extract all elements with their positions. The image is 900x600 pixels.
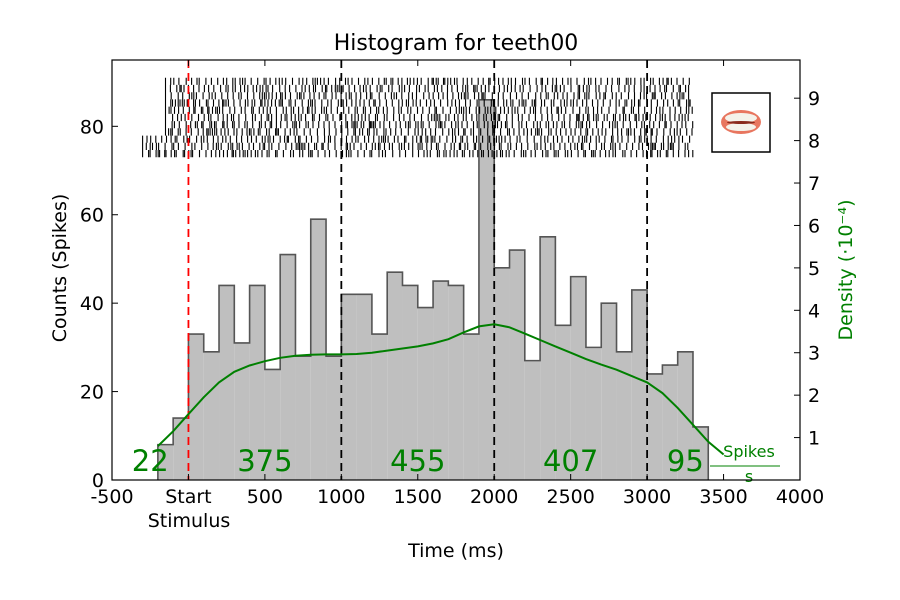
- histogram-bar: [310, 219, 327, 480]
- segment-count-labels: 22 375 455 407 95: [132, 444, 704, 478]
- y-right-axis-title: Density (·10⁻⁴): [835, 200, 857, 341]
- y-axis-ticks: 0 20 40 60 80: [80, 116, 118, 492]
- y-right-tick-label: 5: [808, 258, 820, 280]
- histogram-bar: [555, 325, 571, 480]
- histogram-bar: [433, 281, 449, 480]
- x-tick-label: 4000: [776, 486, 824, 508]
- histogram-bar: [203, 351, 220, 480]
- histogram-bar: [264, 369, 281, 480]
- histogram-bar: [647, 373, 663, 480]
- histogram-bar: [157, 444, 174, 480]
- y-right-tick-label: 2: [808, 385, 820, 407]
- y-tick-label: 0: [92, 470, 104, 492]
- histogram-bar: [616, 351, 632, 480]
- y-right-tick-label: 4: [808, 300, 820, 322]
- unit-denominator: s: [745, 467, 753, 486]
- x-tick-label: 500: [247, 486, 283, 508]
- y-tick-label: 20: [80, 382, 104, 404]
- y-right-tick-label: 8: [808, 131, 820, 153]
- y-right-tick-label: 7: [808, 173, 820, 195]
- y-tick-label: 60: [80, 205, 104, 227]
- histogram-bar: [295, 356, 311, 480]
- x-axis-ticks: -500 Start 500 1000 1500 2000 2500 3000 3500 4000: [90, 60, 824, 508]
- histogram-bar: [448, 285, 464, 480]
- unit-numerator: Spikes: [723, 442, 775, 461]
- x-axis-title: Time (ms): [407, 540, 504, 562]
- histogram-bar: [356, 294, 372, 480]
- histogram-bar: [417, 307, 434, 480]
- histogram-bar: [234, 342, 250, 480]
- x-tick-label: 1500: [394, 486, 442, 508]
- histogram-bar: [478, 99, 495, 480]
- plot-frame: [111, 59, 801, 481]
- histogram-bars: [157, 98, 710, 480]
- y-right-tick-label: 9: [808, 88, 820, 110]
- x-sublabel: Stimulus: [148, 510, 231, 532]
- histogram-bar: [341, 294, 357, 480]
- histogram-bar: [662, 365, 678, 480]
- x-tick-label: 3000: [623, 486, 671, 508]
- histogram-bar: [463, 334, 479, 480]
- segment-count-label: 375: [237, 444, 292, 478]
- segment-lines: [187, 60, 649, 480]
- x-tick-label: Start: [165, 486, 211, 508]
- histogram-bar: [585, 347, 602, 480]
- x-tick-label: 3500: [699, 486, 747, 508]
- chart-title: Histogram for teeth00: [334, 31, 579, 56]
- x-tick-label: 2000: [470, 486, 518, 508]
- histogram-bar: [509, 250, 525, 480]
- y-tick-label: 80: [80, 116, 104, 138]
- histogram-bar: [494, 267, 510, 480]
- segment-count-label: 407: [543, 444, 598, 478]
- y-right-tick-label: 3: [808, 343, 820, 365]
- histogram-bar: [280, 254, 296, 480]
- spike-raster: [142, 77, 694, 158]
- histogram-outline: [157, 98, 710, 480]
- histogram-bar: [402, 285, 418, 480]
- raster-spikes: [142, 77, 694, 158]
- y-axis-title: Counts (Spikes): [49, 194, 71, 343]
- histogram-bar: [371, 334, 388, 480]
- teeth-icon: [711, 92, 771, 153]
- unit-label: Spikes s: [710, 442, 780, 486]
- segment-count-label: 22: [132, 444, 169, 478]
- histogram-bar: [692, 426, 709, 480]
- segment-count-label: 455: [390, 444, 445, 478]
- y-right-tick-label: 6: [808, 215, 820, 237]
- histogram-bar: [326, 356, 342, 480]
- x-tick-label: 2500: [546, 486, 594, 508]
- histogram-bar: [219, 285, 235, 480]
- y-tick-label: 40: [80, 293, 104, 315]
- histogram-bar: [540, 236, 556, 480]
- histogram-bar: [631, 289, 648, 480]
- y-right-axis-ticks: 1 2 3 4 5 6 7 8 9: [794, 88, 820, 450]
- histogram-bar: [601, 303, 617, 480]
- x-tick-label: -500: [90, 486, 133, 508]
- histogram-bar: [387, 272, 403, 480]
- segment-count-label: 95: [667, 444, 704, 478]
- histogram-bar: [173, 418, 189, 480]
- histogram-bar: [570, 276, 586, 480]
- histogram-bar: [249, 285, 265, 480]
- y-right-tick-label: 1: [808, 428, 820, 450]
- density-curve: [157, 323, 725, 456]
- histogram-bar: [524, 360, 541, 480]
- x-tick-label: 1000: [317, 486, 365, 508]
